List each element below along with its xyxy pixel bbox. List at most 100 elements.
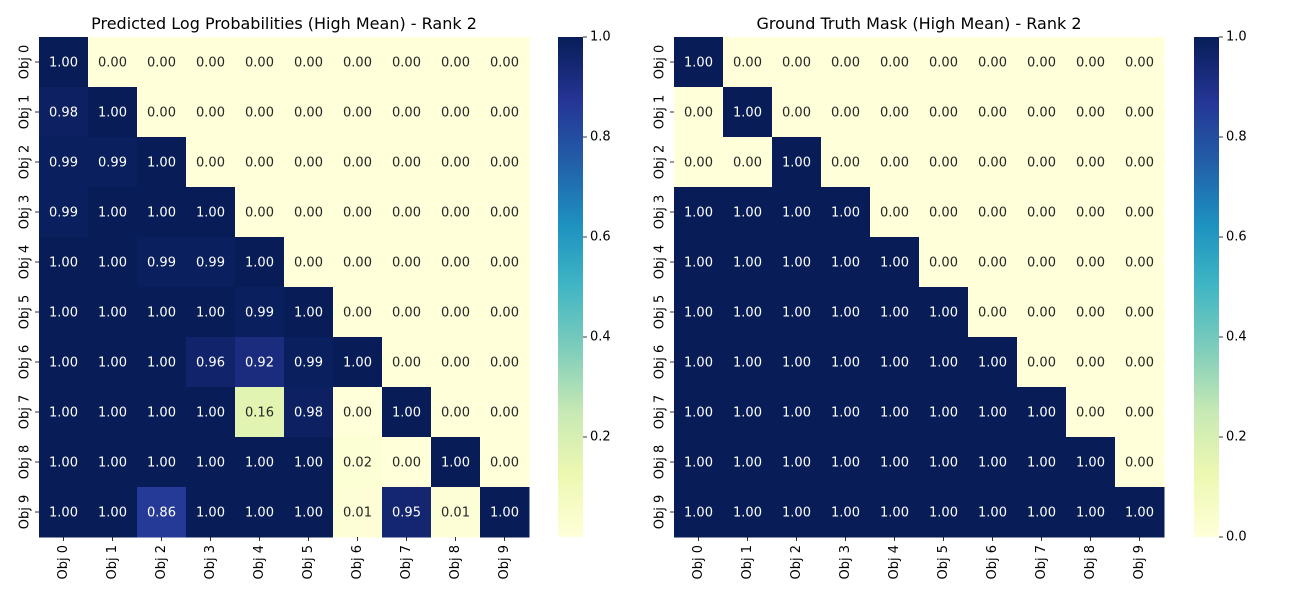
cell-value-label: 0.00 [1076, 256, 1105, 271]
cell-value-label: 0.00 [490, 56, 519, 71]
cell-value-label: 0.00 [1027, 206, 1056, 221]
cell-value-label: 0.00 [1076, 306, 1105, 321]
cell-value-label: 0.00 [831, 106, 860, 121]
cell-value-label: 0.00 [294, 156, 323, 171]
cell-value-label: 0.00 [782, 106, 811, 121]
heatmap-cell [382, 187, 432, 238]
cell-value-label: 1.00 [880, 506, 909, 521]
heatmap-cell [382, 287, 432, 338]
heatmap-cell [88, 337, 138, 388]
heatmap-cell [1066, 437, 1116, 488]
heatmap-cell [284, 187, 334, 238]
cell-value-label: 1.00 [98, 106, 127, 121]
heatmap-cell [772, 437, 822, 488]
heatmap-cell [88, 487, 138, 538]
heatmap-cell [968, 87, 1018, 138]
heatmap-cell [968, 487, 1018, 538]
cell-value-label: 0.86 [147, 506, 176, 521]
heatmap-cell [674, 37, 724, 88]
heatmap-cell [88, 287, 138, 338]
heatmap-cell [1066, 387, 1116, 438]
heatmap-cell [333, 437, 383, 488]
cell-value-label: 1.00 [684, 506, 713, 521]
heatmap-cell [186, 437, 236, 488]
heatmap-cell [431, 137, 481, 188]
cell-value-label: 1.00 [782, 356, 811, 371]
heatmap-cell [1115, 87, 1165, 138]
heatmap-cell [88, 37, 138, 88]
cell-value-label: 1.00 [733, 456, 762, 471]
heatmap-cell [1066, 237, 1116, 288]
heatmap-cell [968, 37, 1018, 88]
heatmap-cell [382, 37, 432, 88]
cell-value-label: 0.00 [1125, 56, 1154, 71]
heatmap-cell [137, 37, 187, 88]
heatmap-cell [284, 487, 334, 538]
cell-value-label: 0.00 [245, 106, 274, 121]
cell-value-label: 0.00 [490, 456, 519, 471]
cell-value-label: 1.00 [929, 306, 958, 321]
heatmap-cell [284, 437, 334, 488]
cell-value-label: 0.99 [98, 156, 127, 171]
cell-value-label: 1.00 [831, 506, 860, 521]
cell-value-label: 0.99 [245, 306, 274, 321]
heatmap-cell [870, 387, 920, 438]
heatmap-cell [1066, 87, 1116, 138]
cell-value-label: 0.16 [245, 406, 274, 421]
cell-value-label: 1.00 [196, 456, 225, 471]
cell-value-label: 0.00 [490, 106, 519, 121]
heatmap-cell [333, 387, 383, 438]
colorbar-tick-label: 0.4 [590, 330, 611, 345]
colorbar-tick-label: 0.4 [1226, 330, 1247, 345]
cell-value-label: 1.00 [245, 456, 274, 471]
heatmap-cell [772, 337, 822, 388]
cell-value-label: 1.00 [1076, 456, 1105, 471]
cell-value-label: 0.00 [147, 106, 176, 121]
heatmap-cell [137, 437, 187, 488]
heatmap-cell [431, 287, 481, 338]
y-tick-label: Obj 5 [653, 295, 668, 330]
cell-value-label: 1.00 [98, 506, 127, 521]
y-tick-label: Obj 7 [18, 395, 33, 430]
cell-value-label: 0.96 [196, 356, 225, 371]
x-tick-label: Obj 2 [154, 545, 169, 580]
cell-value-label: 0.00 [392, 56, 421, 71]
cell-value-label: 1.00 [49, 356, 78, 371]
heatmap-cell [137, 387, 187, 438]
heatmap-cell [1115, 237, 1165, 288]
cell-value-label: 1.00 [49, 256, 78, 271]
cell-value-label: 0.00 [831, 56, 860, 71]
heatmap-cell [284, 387, 334, 438]
cell-value-label: 0.00 [1076, 106, 1105, 121]
heatmap-cell [870, 137, 920, 188]
cell-value-label: 0.00 [490, 406, 519, 421]
cell-value-label: 0.99 [196, 256, 225, 271]
heatmap-cell [723, 487, 773, 538]
cell-value-label: 1.00 [733, 206, 762, 221]
heatmap-cell [88, 87, 138, 138]
cell-value-label: 1.00 [782, 406, 811, 421]
cell-value-label: 1.00 [880, 406, 909, 421]
x-tick-label: Obj 4 [252, 545, 267, 580]
heatmap-cell [284, 87, 334, 138]
heatmap-cell [1017, 87, 1067, 138]
heatmap-cell [235, 337, 285, 388]
cell-value-label: 1.00 [782, 506, 811, 521]
cell-value-label: 0.00 [880, 56, 909, 71]
heatmap-cell [186, 87, 236, 138]
cell-value-label: 0.00 [441, 56, 470, 71]
cell-value-label: 0.00 [294, 206, 323, 221]
cell-value-label: 0.00 [343, 106, 372, 121]
y-tick-label: Obj 6 [18, 345, 33, 380]
cell-value-label: 1.00 [294, 506, 323, 521]
heatmap-cell [919, 387, 969, 438]
cell-value-label: 1.00 [978, 506, 1007, 521]
y-tick-label: Obj 6 [653, 345, 668, 380]
cell-value-label: 0.00 [782, 56, 811, 71]
cell-value-label: 1.00 [49, 306, 78, 321]
cell-value-label: 1.00 [147, 156, 176, 171]
heatmap-cell [480, 37, 530, 88]
heatmap-cell [186, 237, 236, 288]
heatmap-cell [1115, 137, 1165, 188]
x-tick-label: Obj 9 [497, 545, 512, 580]
